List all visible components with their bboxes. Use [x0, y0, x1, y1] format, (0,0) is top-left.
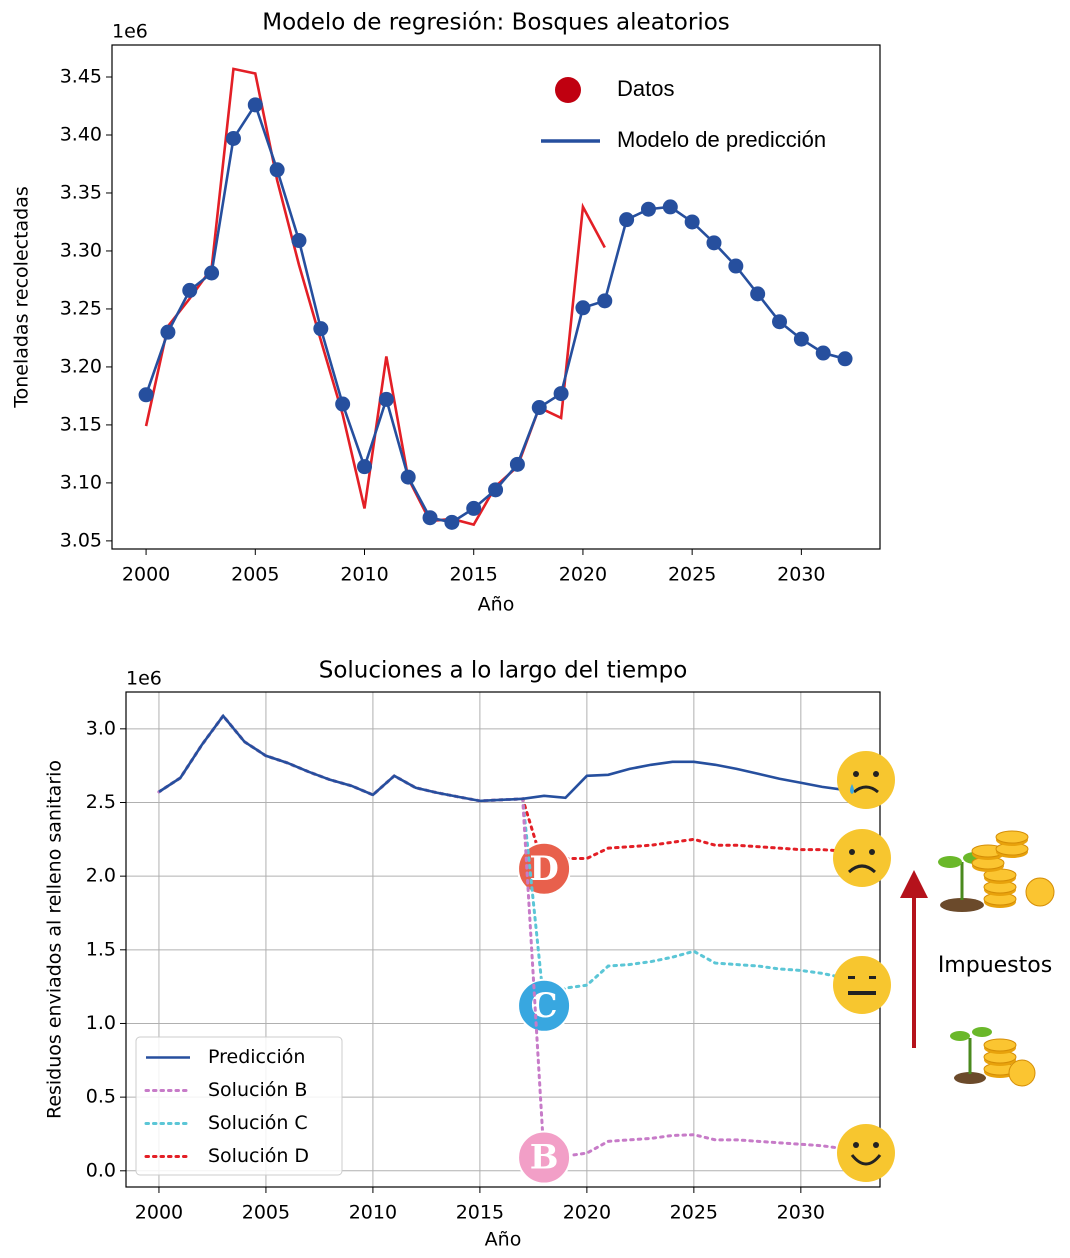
x-tick-label: 2000 [135, 1202, 183, 1224]
solution-badge-label: B [530, 1138, 559, 1178]
y-axis-label: Toneladas recolectadas [11, 186, 33, 409]
point [728, 259, 743, 274]
x-axis-label: Año [485, 1229, 522, 1251]
legend-label: Solución B [208, 1079, 307, 1101]
y-tick-label: 3.35 [60, 181, 102, 203]
line [146, 105, 845, 522]
money-icon-small [950, 1027, 1035, 1086]
point [423, 510, 438, 525]
face-sad [833, 829, 891, 887]
y-tick-label: 3.25 [60, 297, 102, 319]
point [335, 397, 350, 412]
y-tick-label: 3.40 [60, 123, 102, 145]
legend-label: Predicción [208, 1046, 305, 1068]
y-axis-label: Residuos enviados al relleno sanitario [44, 760, 66, 1119]
legend-label: Modelo de predicción [617, 127, 826, 152]
point [357, 459, 372, 474]
x-tick-label: 2005 [242, 1202, 290, 1224]
y-tick-label: 2.0 [86, 865, 116, 887]
x-tick-label: 2030 [777, 1202, 825, 1224]
x-tick-label: 2020 [559, 564, 607, 586]
y-tick-label: 3.0 [86, 717, 116, 739]
x-tick-label: 2025 [668, 564, 716, 586]
point [139, 387, 154, 402]
offset-text: 1e6 [112, 21, 148, 43]
series [139, 97, 853, 529]
x-tick-label: 2020 [563, 1202, 611, 1224]
point [270, 162, 285, 177]
y-tick-label: 3.20 [60, 355, 102, 377]
x-tick-label: 2015 [450, 564, 498, 586]
point [794, 332, 809, 347]
point [401, 470, 416, 485]
tax-arrow [900, 870, 928, 1048]
chart-title: Soluciones a lo largo del tiempo [319, 658, 688, 684]
figure: 2000 2005 2010 2015 2020 2025 2030 3.05 3.10 3.15… [0, 0, 1070, 1258]
point [204, 265, 219, 280]
point [466, 501, 481, 516]
point [248, 97, 263, 112]
point [663, 199, 678, 214]
x-tick-label: 2010 [340, 564, 388, 586]
point [554, 386, 569, 401]
y-tick-label: 1.5 [86, 938, 116, 960]
money-icon-large [938, 831, 1054, 912]
point [706, 235, 721, 250]
x-tick-label: 2030 [777, 564, 825, 586]
x-axis-label: Año [478, 594, 515, 616]
solution-badge-label: D [529, 849, 558, 889]
point [772, 314, 787, 329]
point [510, 457, 525, 472]
series [159, 716, 865, 869]
y-tick-label: 3.30 [60, 239, 102, 261]
point [575, 300, 590, 315]
y-tick-label: 3.05 [60, 529, 102, 551]
x-tick-label: 2000 [122, 564, 170, 586]
face-neutral [833, 956, 891, 1014]
legend-label: Solución C [208, 1112, 308, 1134]
face-crying [837, 751, 895, 809]
x-tick-label: 2005 [231, 564, 279, 586]
point [532, 400, 547, 415]
point [182, 283, 197, 298]
line [159, 716, 865, 1006]
y-tick-label: 3.15 [60, 413, 102, 435]
point [816, 346, 831, 361]
legend-label: Datos [617, 76, 674, 101]
point [291, 233, 306, 248]
point [838, 351, 853, 366]
offset-text: 1e6 [126, 668, 162, 690]
point [488, 482, 503, 497]
series [146, 69, 605, 525]
point [313, 321, 328, 336]
point [641, 202, 656, 217]
chart-title: Modelo de regresión: Bosques aleatorios [262, 10, 730, 36]
point [379, 392, 394, 407]
point [750, 286, 765, 301]
series [159, 716, 865, 1006]
point [619, 212, 634, 227]
y-tick-label: 3.10 [60, 471, 102, 493]
y-tick-label: 1.0 [86, 1012, 116, 1034]
line [146, 69, 605, 525]
y-tick-label: 3.45 [60, 66, 102, 88]
y-tick-label: 0.5 [86, 1086, 116, 1108]
line [159, 716, 865, 869]
y-tick-label: 2.5 [86, 791, 116, 813]
annotation: Impuestos [938, 953, 1052, 978]
legend-label: Solución D [208, 1145, 309, 1167]
point [226, 131, 241, 146]
x-tick-label: 2025 [670, 1202, 718, 1224]
legend-marker [555, 77, 581, 103]
point [444, 515, 459, 530]
x-tick-label: 2010 [349, 1202, 397, 1224]
point [597, 293, 612, 308]
face-happy [837, 1124, 895, 1182]
point [685, 214, 700, 229]
point [160, 325, 175, 340]
x-tick-label: 2015 [456, 1202, 504, 1224]
y-tick-label: 0.0 [86, 1159, 116, 1181]
